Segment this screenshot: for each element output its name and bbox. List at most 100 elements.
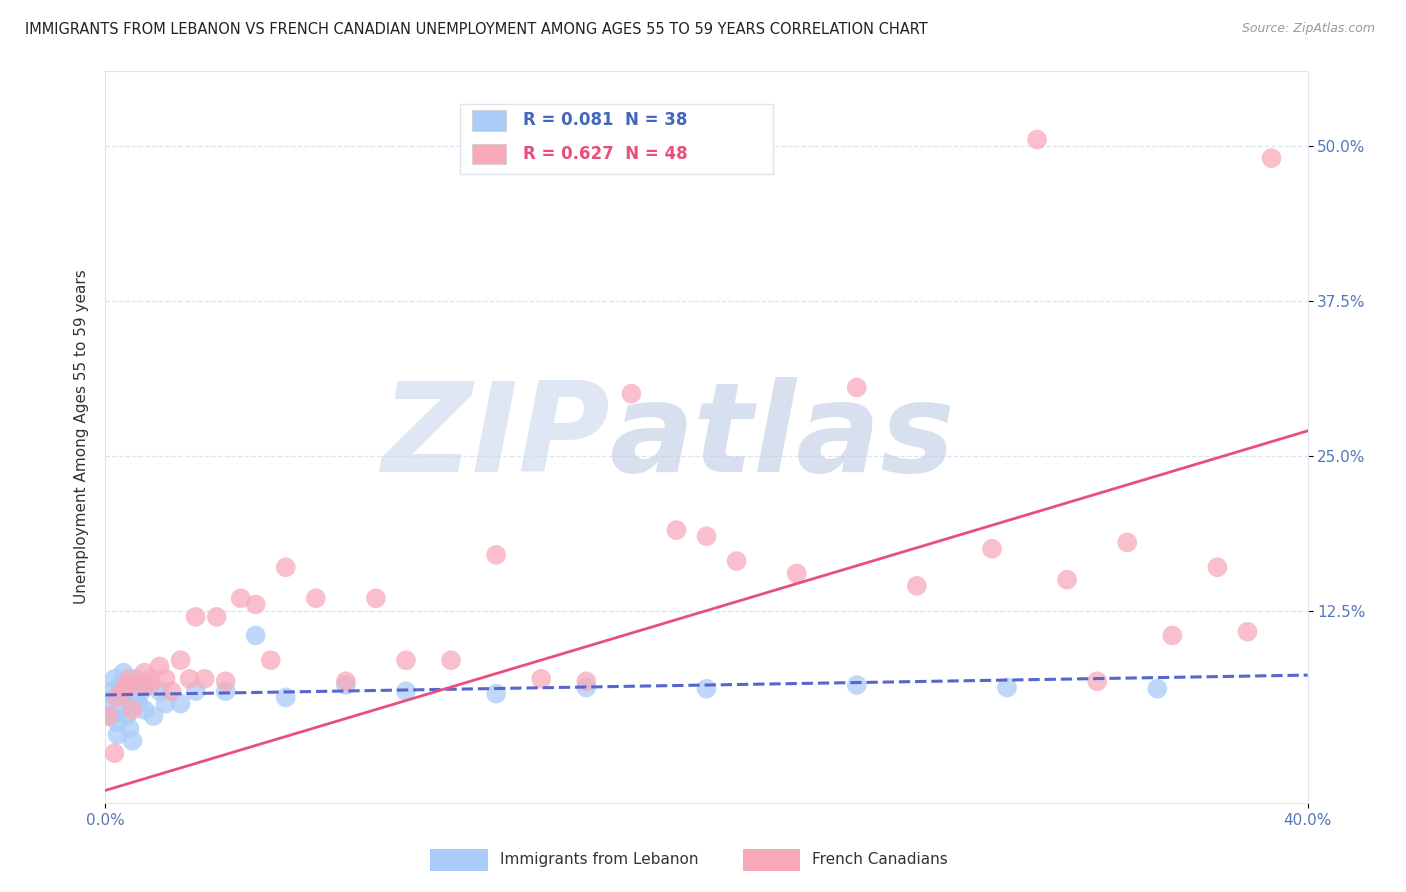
Point [274,560,297,574]
Point [155,672,177,686]
Text: R = 0.081  N = 38: R = 0.081 N = 38 [523,112,688,129]
Point [194,672,217,686]
Point [665,523,688,537]
Point [245,598,267,612]
Point [134,665,156,680]
Point [134,703,156,717]
Point [128,697,150,711]
Point [148,684,170,698]
Point [131,684,153,698]
Point [274,690,297,705]
Point [184,684,207,698]
Point [205,610,228,624]
Point [364,591,387,606]
Point [107,728,129,742]
Point [905,579,928,593]
Point [112,684,135,698]
FancyBboxPatch shape [472,110,506,130]
FancyBboxPatch shape [430,849,488,871]
Point [786,566,808,581]
Point [97,697,120,711]
Point [136,678,159,692]
Point [100,709,122,723]
Point [128,678,150,692]
Text: ZIP: ZIP [381,376,610,498]
Point [155,697,177,711]
Point [1161,628,1184,642]
Point [1116,535,1139,549]
Point [169,697,191,711]
Point [395,653,418,667]
Point [100,684,122,698]
Point [245,628,267,642]
FancyBboxPatch shape [742,849,800,871]
Point [169,653,191,667]
Point [995,681,1018,695]
Point [575,681,598,695]
Point [184,610,207,624]
Point [115,709,138,723]
Text: Source: ZipAtlas.com: Source: ZipAtlas.com [1241,22,1375,36]
Point [103,672,125,686]
Point [124,672,146,686]
Point [696,529,718,543]
Point [107,690,129,705]
Point [214,684,236,698]
Point [139,678,162,692]
Point [112,684,135,698]
Point [1260,151,1282,165]
Point [1146,681,1168,696]
Point [118,722,141,736]
FancyBboxPatch shape [472,144,506,164]
Point [160,684,183,698]
Point [1056,573,1078,587]
Point [229,591,252,606]
Point [110,678,132,692]
Point [103,746,125,760]
Point [214,674,236,689]
Text: IMMIGRANTS FROM LEBANON VS FRENCH CANADIAN UNEMPLOYMENT AMONG AGES 55 TO 59 YEAR: IMMIGRANTS FROM LEBANON VS FRENCH CANADI… [25,22,928,37]
Point [179,672,201,686]
Point [845,380,868,394]
Point [148,659,170,673]
Point [696,681,718,696]
Point [112,665,135,680]
Text: Immigrants from Lebanon: Immigrants from Lebanon [499,853,699,867]
Point [530,672,553,686]
Text: R = 0.627  N = 48: R = 0.627 N = 48 [523,145,688,163]
Point [110,703,132,717]
Point [1085,674,1108,689]
Point [335,674,357,689]
Y-axis label: Unemployment Among Ages 55 to 59 years: Unemployment Among Ages 55 to 59 years [73,269,89,605]
Point [115,690,138,705]
Point [305,591,328,606]
Point [142,709,165,723]
Point [1236,624,1258,639]
Point [335,678,357,692]
Point [485,687,508,701]
Point [115,678,138,692]
FancyBboxPatch shape [460,104,773,174]
Text: atlas: atlas [610,376,956,498]
Point [1206,560,1229,574]
Point [725,554,748,568]
Point [395,684,418,698]
Point [107,715,129,730]
Point [124,690,146,705]
Point [97,709,120,723]
Point [440,653,463,667]
Text: French Canadians: French Canadians [813,853,948,867]
Point [118,678,141,692]
Point [260,653,283,667]
Point [620,386,643,401]
Point [485,548,508,562]
Point [103,690,125,705]
Point [981,541,1004,556]
Point [118,672,141,686]
Point [575,674,598,689]
Point [845,678,868,692]
Point [121,734,143,748]
Point [1026,132,1049,146]
Point [139,672,162,686]
Point [121,703,143,717]
